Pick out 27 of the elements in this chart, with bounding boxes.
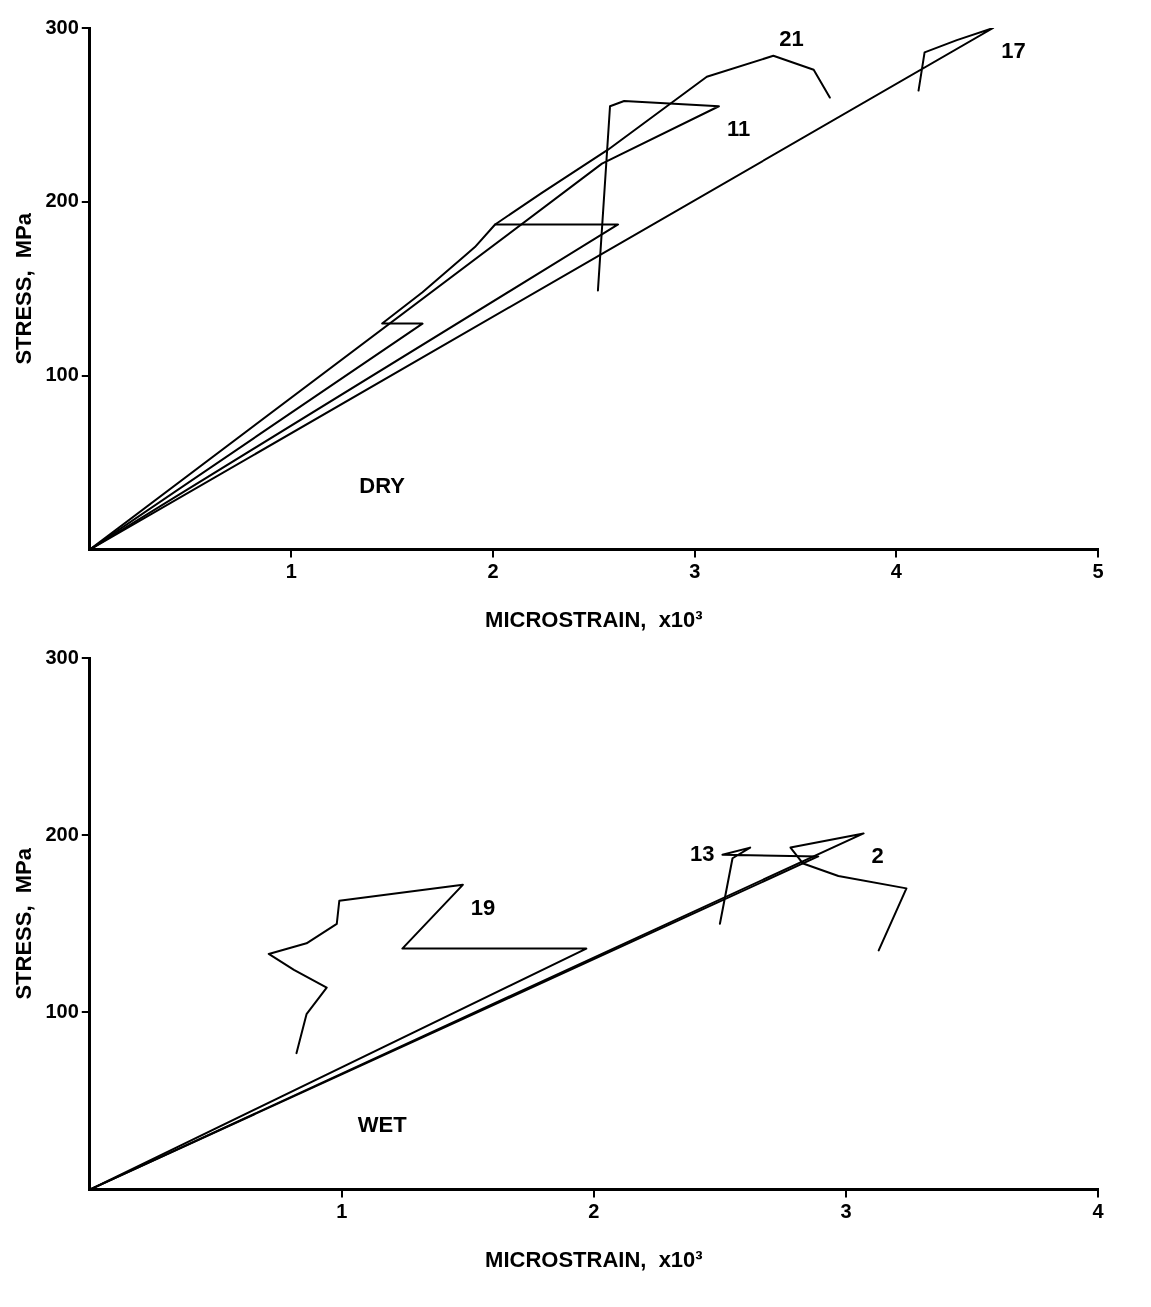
x-axis-title: MICROSTRAIN, x10³ xyxy=(485,606,703,632)
annotation: DRY xyxy=(359,473,406,499)
annotation: 2 xyxy=(871,843,884,869)
x-tick-label: 3 xyxy=(689,560,701,583)
y-tick-label: 200 xyxy=(45,822,79,845)
y-tick-label: 300 xyxy=(45,15,79,38)
x-tick-label: 2 xyxy=(588,1200,600,1223)
y-tick-label: 100 xyxy=(45,363,79,386)
y-axis-title: STRESS, MPa xyxy=(11,212,37,365)
annotation: 11 xyxy=(726,116,751,142)
y-axis-title: STRESS, MPa xyxy=(11,847,37,1000)
annotation: 19 xyxy=(470,894,496,920)
annotation: 17 xyxy=(1001,38,1026,64)
x-tick-label: 5 xyxy=(1092,560,1104,583)
x-tick-label: 4 xyxy=(890,560,903,583)
x-tick-label: 2 xyxy=(487,560,499,583)
y-tick-label: 200 xyxy=(45,189,79,212)
annotation: 13 xyxy=(689,840,715,866)
x-tick-label: 1 xyxy=(336,1200,348,1223)
y-tick-label: 300 xyxy=(45,645,79,668)
x-axis-title: MICROSTRAIN, x10³ xyxy=(485,1246,703,1272)
y-tick-label: 100 xyxy=(45,999,79,1022)
annotation: WET xyxy=(357,1111,408,1137)
annotation: 21 xyxy=(779,25,804,51)
x-tick-label: 4 xyxy=(1092,1200,1105,1223)
x-tick-label: 1 xyxy=(285,560,297,583)
x-tick-label: 3 xyxy=(840,1200,852,1223)
